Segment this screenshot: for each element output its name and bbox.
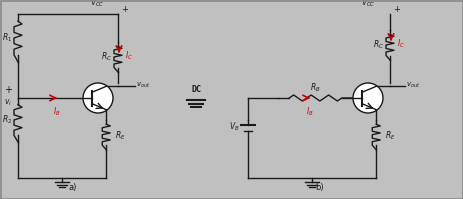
Text: $V_{CC}$: $V_{CC}$ — [90, 0, 104, 9]
Circle shape — [353, 83, 383, 113]
Text: $V_{CC}$: $V_{CC}$ — [361, 0, 375, 9]
Text: $R_E$: $R_E$ — [385, 130, 395, 142]
Text: $R_E$: $R_E$ — [115, 130, 125, 142]
Text: $R_C$: $R_C$ — [101, 51, 113, 63]
Text: $R_C$: $R_C$ — [374, 39, 384, 51]
Text: $I_B$: $I_B$ — [53, 106, 61, 118]
Text: $R_B$: $R_B$ — [310, 82, 320, 94]
Text: $I_C$: $I_C$ — [125, 50, 133, 62]
Text: b): b) — [316, 183, 324, 192]
Text: $V_B$: $V_B$ — [229, 121, 239, 133]
Text: +: + — [393, 6, 400, 15]
Circle shape — [83, 83, 113, 113]
Text: $I_B$: $I_B$ — [306, 106, 314, 118]
Text: $v_{out}$: $v_{out}$ — [406, 81, 420, 90]
Text: $v_{out}$: $v_{out}$ — [136, 81, 150, 90]
Text: $R_1$: $R_1$ — [2, 32, 12, 44]
Text: DC: DC — [191, 86, 201, 95]
Text: +: + — [4, 85, 12, 95]
Text: $I_C$: $I_C$ — [397, 38, 405, 50]
Text: a): a) — [69, 183, 77, 192]
Text: +: + — [121, 6, 128, 15]
Text: $v_i$: $v_i$ — [4, 98, 12, 108]
Text: $R_2$: $R_2$ — [2, 114, 12, 126]
